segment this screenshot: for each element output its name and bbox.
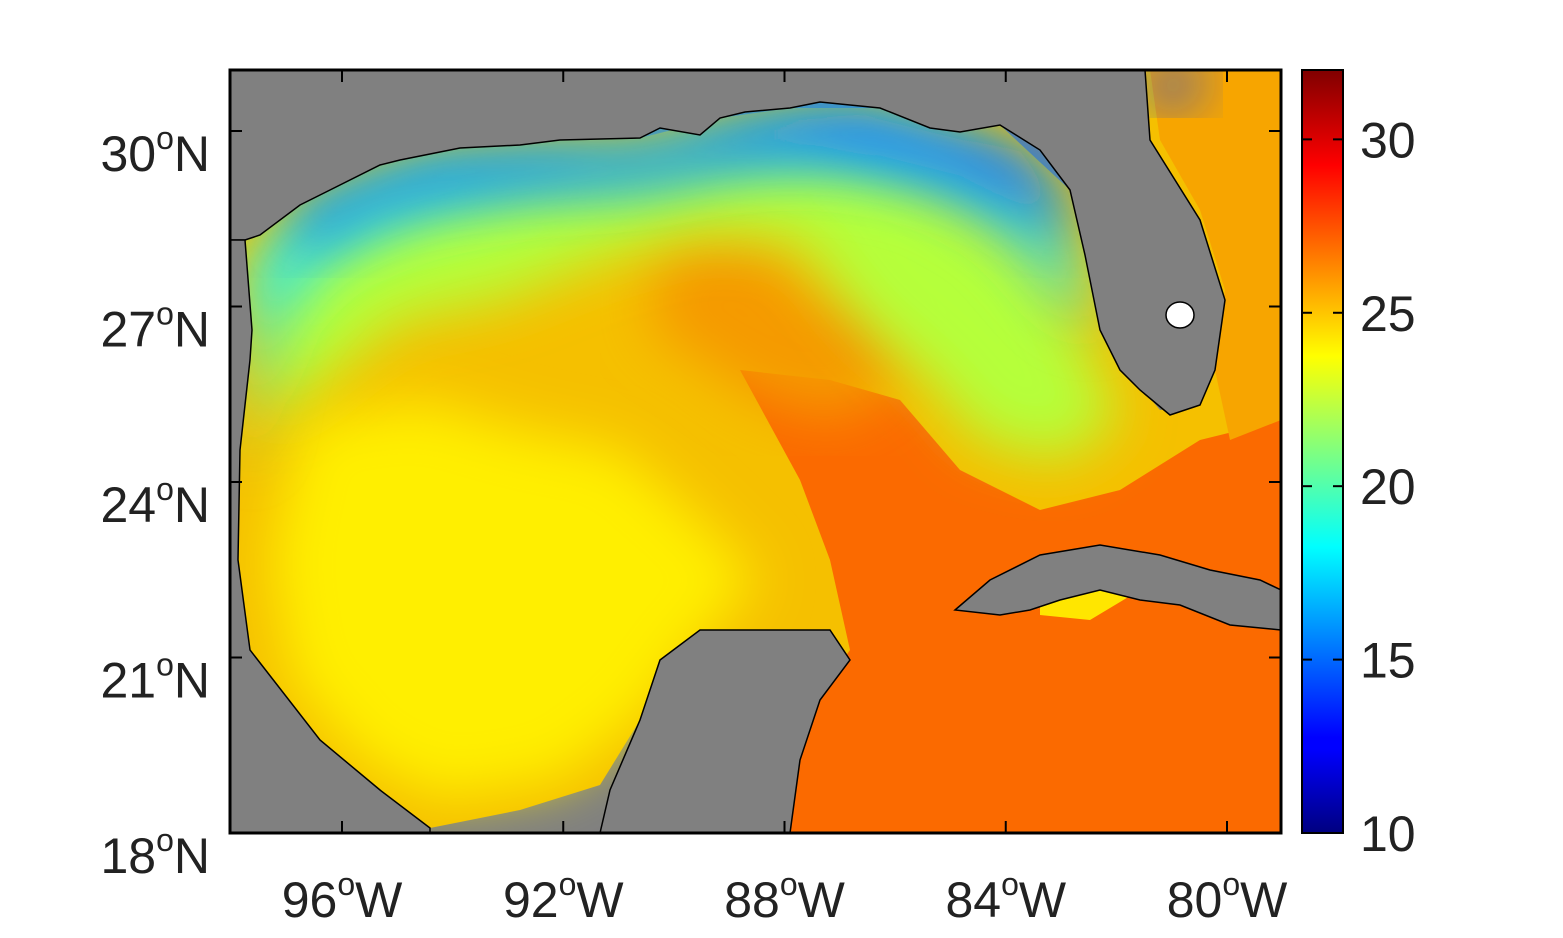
x-tick-marks (341, 70, 1228, 833)
sea-surface-field (238, 70, 1281, 833)
plot-frame (228, 68, 1283, 835)
x-tick-labels: 96oW 92oW 88oW 84oW 80oW (282, 866, 1288, 928)
y-tick-label: 18oN (100, 822, 210, 884)
colorbar-tick-label: 10 (1360, 806, 1416, 862)
coastal-cyan-band (250, 115, 1100, 480)
colorbar-tick-label: 20 (1360, 459, 1416, 515)
loop-current (650, 240, 900, 420)
y-tick-marks (230, 130, 1281, 834)
x-tick-label: 80oW (1167, 866, 1288, 928)
nearshore-blue (290, 110, 1075, 250)
colorbar: 10 15 20 25 30 (1301, 69, 1416, 862)
colorbar-tick-label: 30 (1360, 112, 1416, 168)
mexico-west-coast (230, 239, 431, 833)
y-tick-label: 24oN (100, 471, 210, 533)
colorbar-labels: 10 15 20 25 30 (1360, 112, 1416, 862)
yucatan-peninsula (599, 629, 851, 833)
y-tick-label: 27oN (100, 296, 210, 358)
lake-okeechobee (1165, 301, 1195, 329)
y-tick-labels: 30oN 27oN 24oN 21oN 18oN (100, 120, 210, 884)
x-tick-label: 92oW (503, 866, 624, 928)
colorbar-tick-label: 25 (1360, 286, 1416, 342)
atlantic-cool-corner (1145, 70, 1210, 110)
x-tick-label: 96oW (282, 866, 403, 928)
us-gulf-coast (230, 70, 1226, 416)
colorbar-ticks (1302, 138, 1343, 834)
colorbar-tick-label: 15 (1360, 633, 1416, 689)
map-area (230, 70, 1281, 833)
western-yellow (270, 400, 760, 800)
colorbar-frame (1301, 69, 1344, 834)
shelf-green-band (260, 140, 1120, 460)
x-tick-label: 88oW (724, 866, 845, 928)
x-tick-label: 84oW (945, 866, 1066, 928)
cuba (953, 544, 1281, 631)
atlantic-warm (1150, 70, 1281, 440)
y-tick-label: 21oN (100, 647, 210, 709)
colorbar-gradient (1302, 70, 1343, 833)
land-masses (230, 70, 1281, 833)
y-tick-label: 30oN (100, 120, 210, 182)
